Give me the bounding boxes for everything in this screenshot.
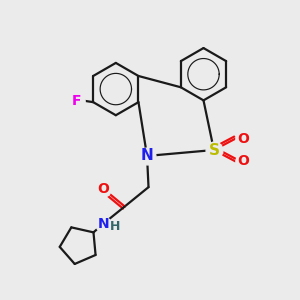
Text: O: O	[97, 182, 109, 196]
Text: O: O	[237, 132, 249, 146]
Text: O: O	[237, 154, 249, 168]
Text: S: S	[208, 142, 219, 158]
Text: N: N	[98, 217, 109, 231]
Text: H: H	[110, 220, 120, 232]
Text: N: N	[141, 148, 153, 164]
Text: F: F	[72, 94, 82, 108]
